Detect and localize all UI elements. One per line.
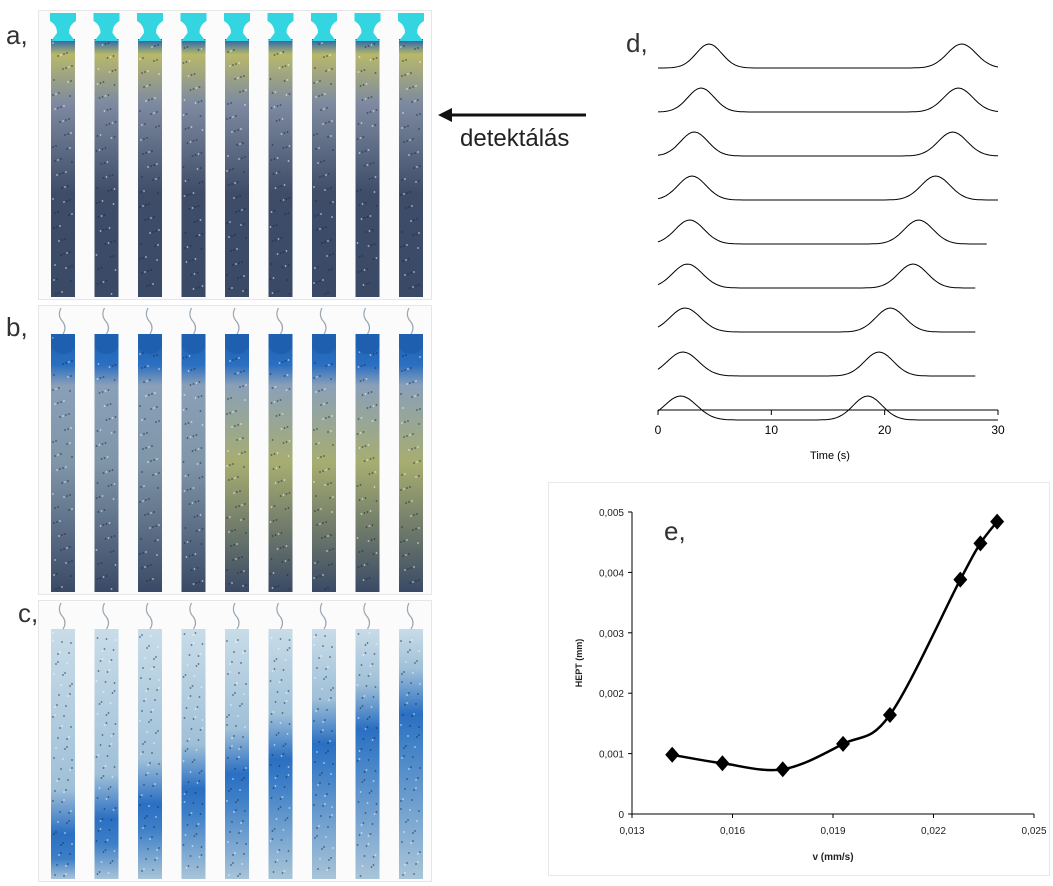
column-8 [354,13,381,297]
column-9 [399,307,423,592]
chart-e-x-tick: 0,013 [619,826,644,837]
chart-d-trace [657,131,999,157]
photo-panel-a [38,10,432,300]
column-2 [93,13,120,297]
panel-label-e: e, [664,516,686,546]
chart-d-trace [657,307,976,333]
column-6 [267,13,294,297]
column-2 [94,602,119,879]
panel-label-c: c, [18,598,39,628]
chart-d-x-tick: 10 [765,423,779,437]
column-1 [51,307,75,592]
detection-label: detektálás [460,125,570,152]
column-9 [399,602,423,879]
chart-d-trace [657,395,998,421]
column-4 [181,307,206,592]
column-7 [312,307,336,592]
column-6 [268,307,293,592]
column-4 [180,13,207,297]
chart-d-trace [657,175,998,201]
chart-e-y-tick: 0 [618,810,624,821]
chart-e-point [775,761,790,778]
chart-e: 0,013 0,016 0,019 0,022 0,025 0 0,001 0,002 0,00… [574,508,1047,863]
chart-d-trace [657,263,976,289]
chart-e-y-tick: 0,003 [599,629,624,640]
chart-d-trace [657,219,987,245]
column-3 [137,13,163,297]
chart-e-x-label: v (mm/s) [812,852,853,863]
chart-e-y-tick: 0,004 [599,568,624,579]
chart-e-point [990,513,1005,530]
chart-d-trace [658,43,999,69]
column-5 [224,13,250,297]
chart-d-trace [657,351,976,377]
panel-label-d: d, [626,28,648,58]
chart-d-x-tick: 30 [991,423,1005,437]
columns-image-c [51,602,423,879]
chart-e-x-tick: 0,019 [820,826,845,837]
column-6 [268,602,293,879]
column-8 [355,307,380,592]
column-5 [225,307,249,592]
chart-e-x-tick: 0,025 [1021,826,1046,837]
photo-panel-c [38,600,432,882]
columns-image-b [51,307,423,592]
panel-label-a: a, [6,20,28,50]
chart-e-x-tick: 0,022 [921,826,946,837]
chart-e-y-tick: 0,005 [599,508,624,519]
chart-d-x-tick: 20 [878,423,892,437]
photo-panel-b [38,305,432,595]
column-2 [94,307,119,592]
column-3 [138,307,162,592]
column-3 [138,602,162,879]
chart-e-point [953,571,968,588]
left-arrow-icon [438,108,586,122]
chart-e-point [973,535,988,552]
chart-d-x-tick: 0 [655,423,662,437]
columns-image-a [50,13,424,297]
chart-d-trace [657,87,999,113]
chart-d-x-label: Time (s) [810,450,850,462]
chart-e-x-tick: 0,016 [720,826,745,837]
chart-e-line [671,520,999,772]
chart-e-point [882,706,897,723]
chart-e-point [715,755,730,772]
panel-label-b: b, [6,312,28,342]
chart-e-y-tick: 0,001 [599,750,624,761]
column-1 [50,13,76,297]
chart-e-point [836,735,851,752]
chart-e-y-tick: 0,002 [599,689,624,700]
column-7 [312,602,336,879]
column-9 [398,13,424,297]
column-1 [51,602,75,879]
column-4 [181,602,206,879]
column-8 [355,602,380,879]
chart-e-y-label: HEPT (mm) [574,639,584,688]
column-7 [311,13,337,297]
column-5 [225,602,249,879]
chart-d: 0 10 20 30 Time (s) [655,43,1005,462]
chart-e-point [665,746,680,763]
